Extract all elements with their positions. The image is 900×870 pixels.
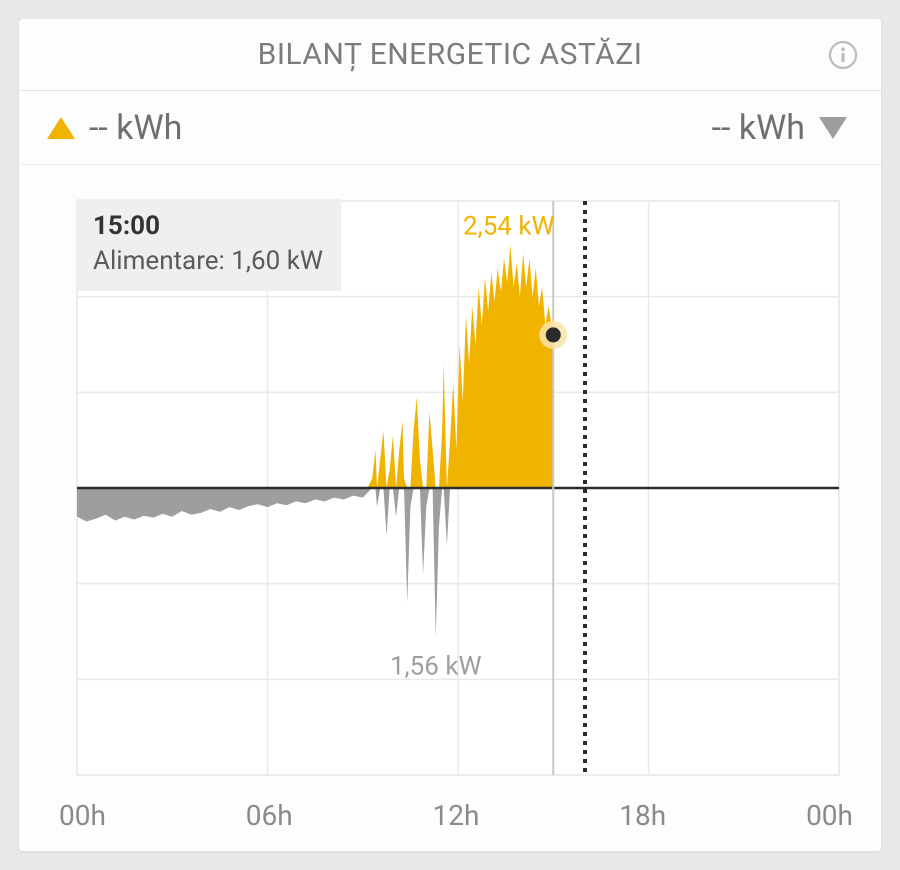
tooltip-value: Alimentare: 1,60 kW <box>93 244 323 279</box>
tooltip-time: 15:00 <box>93 209 323 244</box>
legend-feedin[interactable]: -- kWh <box>47 108 182 148</box>
chart-area[interactable]: 2,54 kW 1,56 kW 15:00 Alimentare: 1,60 kW <box>19 165 881 791</box>
triangle-down-icon <box>819 117 847 139</box>
legend-feedin-label: -- kWh <box>89 108 182 148</box>
x-tick-label: 06h <box>246 799 293 851</box>
card-title: BILANȚ ENERGETIC ASTĂZI <box>258 37 643 72</box>
legend-row: -- kWh -- kWh <box>19 91 881 165</box>
triangle-up-icon <box>47 117 75 139</box>
card-header: BILANȚ ENERGETIC ASTĂZI <box>19 19 881 91</box>
energy-balance-card: BILANȚ ENERGETIC ASTĂZI -- kWh -- kWh 2,… <box>19 19 881 851</box>
x-tick-label: 18h <box>619 799 666 851</box>
info-icon[interactable] <box>827 39 859 71</box>
x-tick-label: 12h <box>433 799 480 851</box>
svg-text:2,54 kW: 2,54 kW <box>463 211 555 241</box>
chart-tooltip: 15:00 Alimentare: 1,60 kW <box>77 199 341 291</box>
x-tick-label: 00h <box>806 799 853 851</box>
svg-text:1,56 kW: 1,56 kW <box>390 652 482 682</box>
x-axis-labels: 00h 06h 12h 18h 00h <box>19 791 881 851</box>
legend-draw[interactable]: -- kWh <box>712 108 847 148</box>
legend-draw-label: -- kWh <box>712 108 805 148</box>
x-tick-label: 00h <box>59 799 106 851</box>
